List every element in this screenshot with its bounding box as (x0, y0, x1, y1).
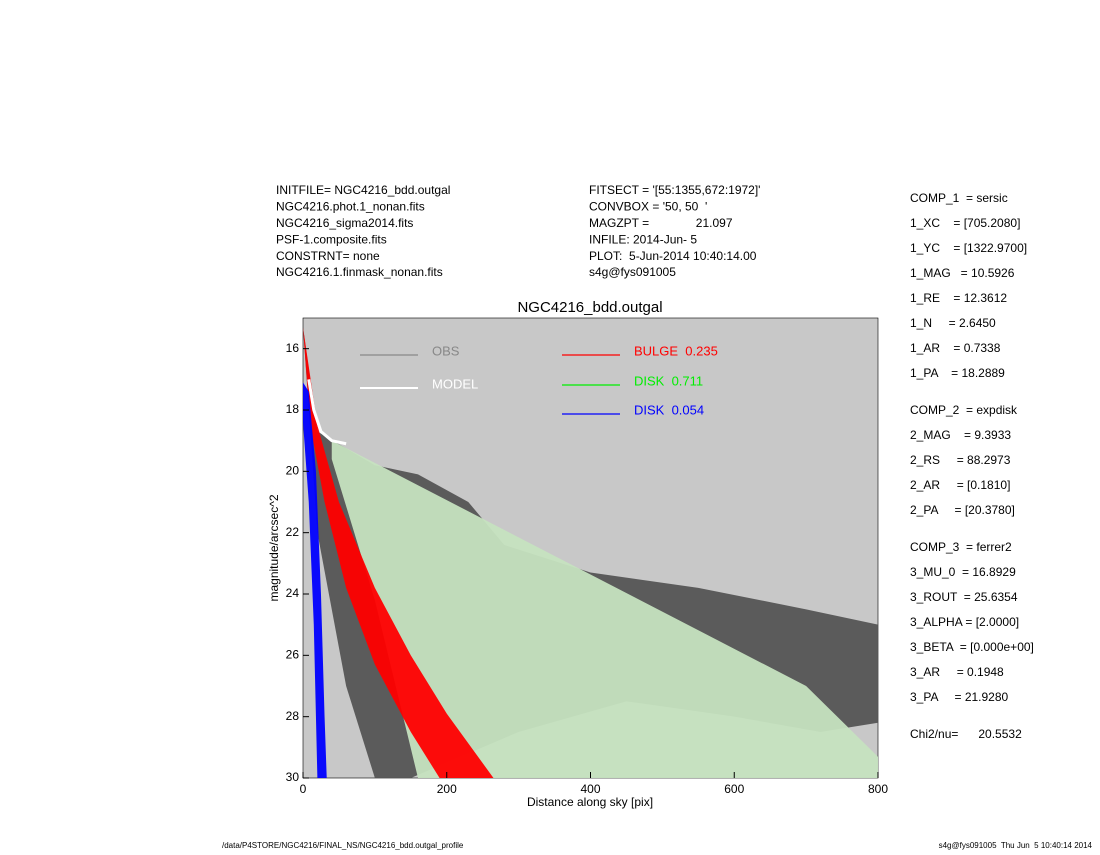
y-tick-label: 28 (286, 709, 300, 723)
header-text: NGC4216.1.finmask_nonan.fits (276, 265, 443, 279)
param-text: 1_N = 2.6450 (910, 316, 996, 330)
param-text: COMP_3 = ferrer2 (910, 540, 1012, 554)
legend-label: DISK 0.711 (634, 373, 703, 388)
param-text: 1_YC = [1322.9700] (910, 241, 1027, 255)
y-tick-label: 30 (286, 770, 300, 784)
param-text: 1_PA = 18.2889 (910, 366, 1005, 380)
param-text: 2_PA = [20.3780] (910, 503, 1015, 517)
param-text: 3_ALPHA = [2.0000] (910, 615, 1019, 629)
legend-label: DISK 0.054 (634, 402, 704, 417)
header-text: PLOT: 5-Jun-2014 10:40:14.00 (589, 249, 757, 263)
y-tick-label: 26 (286, 648, 300, 662)
param-text: 3_MU_0 = 16.8929 (910, 565, 1016, 579)
x-tick-label: 0 (300, 782, 307, 796)
param-text: 2_MAG = 9.3933 (910, 428, 1011, 442)
header-text: INFILE: 2014-Jun- 5 (589, 232, 697, 246)
param-text: 1_MAG = 10.5926 (910, 266, 1015, 280)
y-tick-label: 16 (286, 341, 300, 355)
data-band (303, 382, 327, 778)
y-tick-label: 20 (286, 464, 300, 478)
chart-title: NGC4216_bdd.outgal (517, 299, 662, 316)
param-text: 2_AR = [0.1810] (910, 478, 1010, 492)
header-text: INITFILE= NGC4216_bdd.outgal (276, 183, 450, 197)
legend-label: BULGE 0.235 (634, 343, 718, 358)
data-band (331, 440, 878, 778)
header-text: FITSECT = '[55:1355,672:1972]' (589, 183, 760, 197)
header-text: NGC4216_sigma2014.fits (276, 216, 413, 230)
header-text: PSF-1.composite.fits (276, 232, 387, 246)
param-text: 1_RE = 12.3612 (910, 291, 1007, 305)
data-band (303, 327, 494, 778)
legend-label: OBS (432, 343, 460, 358)
x-tick-label: 800 (868, 782, 888, 796)
header-text: s4g@fys091005 (589, 265, 676, 279)
param-text: 3_BETA = [0.000e+00] (910, 640, 1034, 654)
param-text: COMP_2 = expdisk (910, 403, 1018, 417)
footer-right: s4g@fys091005 Thu Jun 5 10:40:14 2014 (939, 841, 1093, 850)
legend-label: MODEL (432, 376, 478, 391)
param-text: COMP_1 = sersic (910, 191, 1008, 205)
param-text: 1_AR = 0.7338 (910, 341, 1001, 355)
x-axis-label: Distance along sky [pix] (527, 795, 653, 809)
x-tick-label: 600 (724, 782, 744, 796)
header-text: NGC4216.phot.1_nonan.fits (276, 200, 425, 214)
param-text: 2_RS = 88.2973 (910, 453, 1011, 467)
x-tick-label: 200 (437, 782, 457, 796)
param-text: 3_ROUT = 25.6354 (910, 590, 1018, 604)
y-tick-label: 24 (286, 586, 300, 600)
footer-left: /data/P4STORE/NGC4216/FINAL_NS/NGC4216_b… (222, 841, 464, 850)
header-text: CONSTRNT= none (276, 249, 380, 263)
header-text: MAGZPT = 21.097 (589, 216, 733, 230)
x-tick-label: 400 (580, 782, 600, 796)
param-text: 1_XC = [705.2080] (910, 216, 1020, 230)
y-axis-label: magnitude/arcsec^2 (267, 494, 281, 601)
y-tick-label: 18 (286, 402, 300, 416)
model-line (307, 379, 347, 446)
y-tick-label: 22 (286, 525, 300, 539)
param-text: 3_AR = 0.1948 (910, 665, 1004, 679)
param-text: 3_PA = 21.9280 (910, 690, 1009, 704)
param-text: Chi2/nu= 20.5532 (910, 727, 1022, 741)
header-text: CONVBOX = '50, 50 ' (589, 200, 707, 214)
